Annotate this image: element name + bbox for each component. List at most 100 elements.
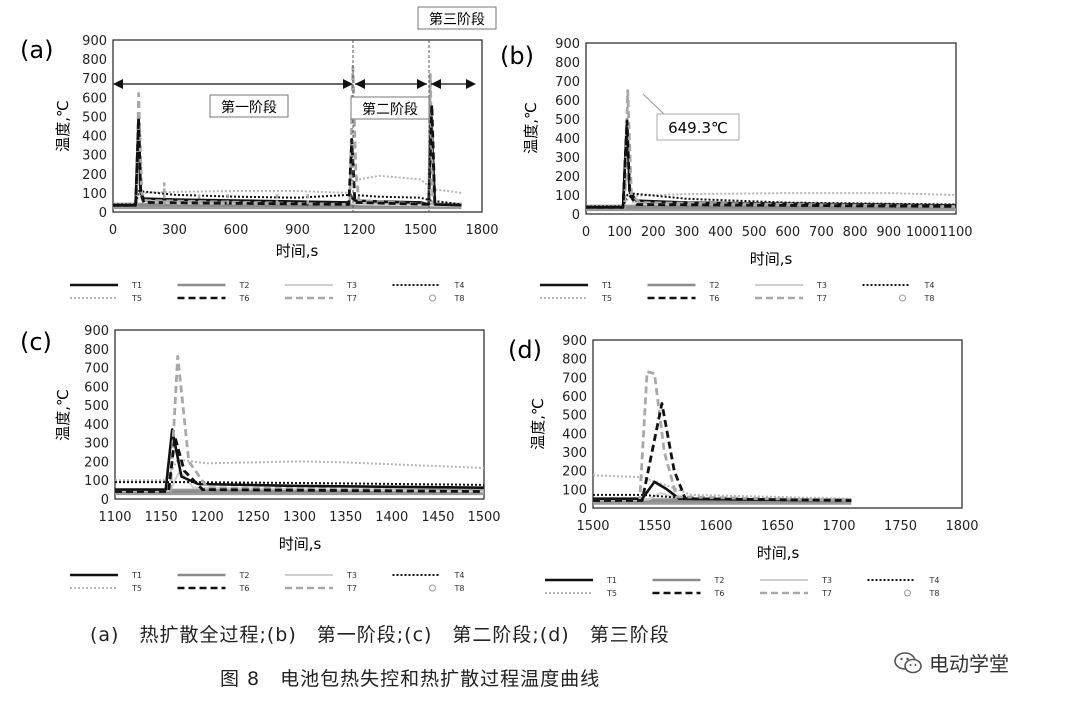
y-tick-label-d: 100 [562, 483, 587, 498]
x-ticks-d: 1500 1550 1600 1650 1700 1750 1800 [576, 519, 978, 534]
legend-label-t5: T5 [606, 589, 617, 598]
x-tick-label-b: 300 [674, 225, 699, 240]
x-tick-label-c: 1100 [98, 510, 131, 525]
legend-label-t2: T2 [239, 281, 250, 290]
legend-d: T1 T2 T3 T4 T5 T6 T7 T8 [545, 576, 939, 598]
stage3-label-box [417, 6, 497, 30]
panel-label-b: (b) [500, 42, 534, 70]
legend-label-t1: T1 [601, 281, 612, 290]
legend-label-t3: T3 [346, 571, 357, 580]
panel-a: (a) 0 100 200 300 400 500 600 700 800 900 0 300 600… [20, 6, 499, 303]
series-t6-line [586, 119, 956, 209]
y-tick-label-d: 500 [562, 409, 587, 424]
y-ticks-a: 0 100 200 300 400 500 600 700 800 900 [82, 34, 107, 221]
y-tick-label-a: 100 [82, 187, 107, 202]
y-tick-label-a: 0 [99, 206, 107, 221]
y-tick-label-b: 200 [555, 170, 580, 185]
y-tick-label-b: 100 [555, 189, 580, 204]
x-tick-label-b: 700 [809, 225, 834, 240]
series-t6-line [113, 103, 437, 207]
watermark: 电动学堂 [893, 648, 1009, 677]
legend-a: T1 T2 T3 T4 T5 T6 T7 T8 [70, 281, 464, 303]
x-tick-label-a: 600 [224, 223, 249, 238]
panel-label-c: (c) [20, 328, 52, 356]
x-tick-label-b: 100 [607, 225, 632, 240]
panel-d: (d) 0 100 200 300 400 500 600 700 800 900 1500 155… [508, 334, 979, 598]
legend-label-t5: T5 [601, 294, 612, 303]
panel-c: (c) 0 100 200 300 400 500 600 700 800 900 1100 115… [20, 324, 501, 593]
series-t7-line [113, 65, 435, 207]
peak-callout-line [642, 93, 666, 116]
x-tick-label-b: 1100 [939, 225, 972, 240]
y-tick-label-c: 200 [84, 455, 109, 470]
y-tick-label-b: 300 [555, 151, 580, 166]
series-a [113, 65, 462, 210]
y-axis-title-b: 温度,℃ [522, 102, 540, 154]
y-tick-label-c: 400 [84, 418, 109, 433]
x-tick-label-d: 1700 [822, 519, 855, 534]
y-tick-label-a: 800 [82, 53, 107, 68]
x-tick-label-a: 1200 [342, 223, 375, 238]
legend-swatch-t8 [429, 584, 436, 592]
stage1-label-box [209, 94, 289, 118]
stage1-arrow-left-head [113, 79, 123, 89]
legend-label-t3: T3 [821, 576, 832, 585]
x-tick-label-c: 1500 [467, 510, 500, 525]
y-ticks-c: 0 100 200 300 400 500 600 700 800 900 [84, 324, 109, 508]
y-ticks-b: 0 100 200 300 400 500 600 700 800 900 [555, 37, 580, 223]
y-tick-label-c: 900 [84, 324, 109, 339]
series-t5-line [593, 474, 852, 500]
x-tick-label-a: 0 [109, 223, 117, 238]
plot-frame-d [592, 339, 963, 509]
panel-label-d: (d) [508, 336, 542, 364]
legend-swatch-t8 [899, 294, 906, 302]
legend-label-t6: T6 [239, 584, 250, 593]
stage2-arrow-right-head [417, 79, 427, 89]
y-tick-label-c: 300 [84, 437, 109, 452]
panel-label-a: (a) [20, 36, 53, 64]
legend-label-t4: T4 [454, 571, 465, 580]
watermark-text: 电动学堂 [929, 652, 1009, 676]
x-tick-label-c: 1200 [191, 510, 224, 525]
series-t4-line [586, 192, 956, 208]
y-tick-label-d: 700 [562, 371, 587, 386]
wechat-icon [894, 651, 922, 673]
series-b [586, 89, 956, 212]
y-axis-title-c: 温度,℃ [54, 389, 72, 441]
y-tick-label-b: 600 [555, 94, 580, 109]
x-tick-label-c: 1350 [329, 510, 362, 525]
peak-callout-box [656, 113, 740, 141]
stage1-arrow-right-head [343, 79, 353, 89]
y-ticks-d: 0 100 200 300 400 500 600 700 800 900 [562, 334, 587, 517]
y-tick-label-d: 0 [579, 502, 587, 517]
x-tick-label-a: 900 [285, 223, 310, 238]
legend-label-t6: T6 [714, 589, 725, 598]
series-t4-line [115, 481, 484, 486]
x-tick-label-b: 900 [876, 225, 901, 240]
series-t7-line [593, 370, 852, 502]
legend-label-t3: T3 [346, 281, 357, 290]
y-tick-label-d: 300 [562, 446, 587, 461]
stage1-label: 第一阶段 [221, 99, 277, 116]
series-t5-line [115, 458, 484, 482]
figure-caption: (a) 热扩散全过程;(b) 第一阶段;(c) 第二阶段;(d) 第三阶段 [90, 624, 670, 646]
legend-label-t7: T7 [346, 294, 357, 303]
legend-label-t8: T8 [929, 589, 940, 598]
x-axis-title-b: 时间,s [750, 250, 793, 268]
x-tick-label-d: 1800 [945, 519, 978, 534]
figure-title: 图 8 电池包热失控和热扩散过程温度曲线 [220, 668, 601, 690]
y-tick-label-d: 900 [562, 334, 587, 349]
legend-swatch-t8 [904, 589, 911, 597]
x-tick-label-c: 1400 [375, 510, 408, 525]
y-tick-label-d: 200 [562, 465, 587, 480]
y-tick-label-d: 600 [562, 390, 587, 405]
y-tick-label-a: 300 [82, 149, 107, 164]
legend-label-t7: T7 [816, 294, 827, 303]
series-t6-line [115, 435, 484, 493]
x-tick-label-b: 600 [775, 225, 800, 240]
x-axis-title-c: 时间,s [279, 535, 322, 553]
y-axis-title-a: 温度,℃ [54, 100, 72, 152]
y-tick-label-c: 600 [84, 380, 109, 395]
series-t1-line [115, 428, 484, 491]
plot-frame-a [112, 39, 483, 213]
